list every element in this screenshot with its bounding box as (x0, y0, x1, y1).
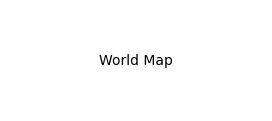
Text: World Map: World Map (99, 53, 173, 68)
